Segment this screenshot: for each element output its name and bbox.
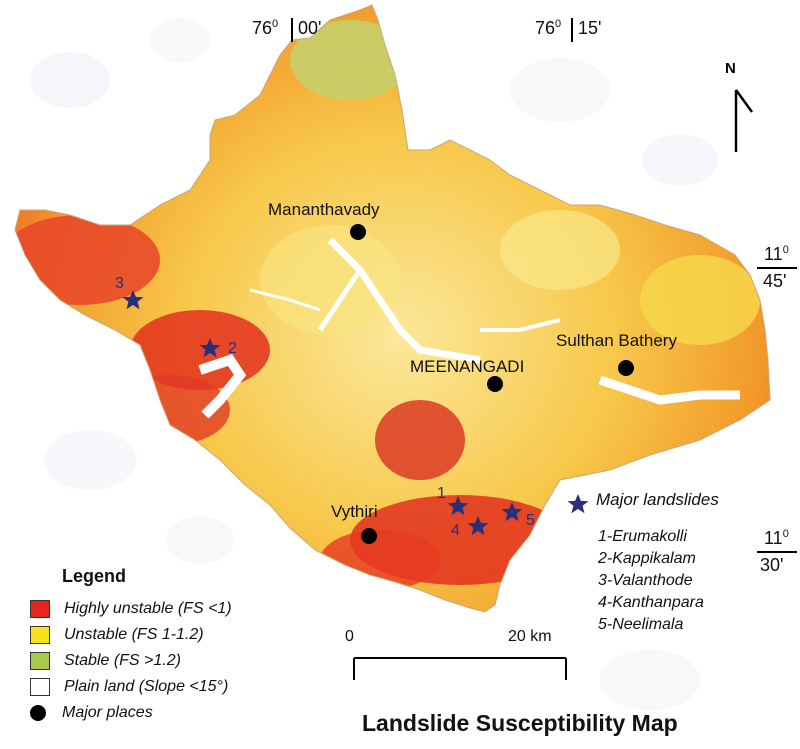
landslide-num-4: 4 xyxy=(451,522,460,539)
landslide-star-2 xyxy=(199,338,221,358)
north-label: N xyxy=(725,60,736,77)
lon-label-2-deg: 760 xyxy=(535,18,562,38)
lon-label-1-deg: 760 xyxy=(252,18,279,38)
place-dot-sulthan-bathery xyxy=(618,360,634,376)
legend-item-highly-unstable: Highly unstable (FS <1) xyxy=(30,598,232,620)
place-label-sulthan-bathery: Sulthan Bathery xyxy=(556,331,677,350)
legend-swatch xyxy=(30,600,50,618)
landslide-num-2: 2 xyxy=(228,340,237,357)
legend-swatch xyxy=(30,678,50,696)
place-dot-meenangadi xyxy=(487,376,503,392)
landslide-list-item: 2-Kappikalam xyxy=(598,550,696,567)
lat-label-1-deg: 110 xyxy=(764,244,789,264)
legend-label: Major places xyxy=(62,704,153,721)
landslide-list-item: 3-Valanthode xyxy=(598,572,693,589)
landslide-list-item: 1-Erumakolli xyxy=(598,528,687,545)
scale-start-label: 0 xyxy=(345,628,354,645)
landslide-list-item: 4-Kanthanpara xyxy=(598,594,704,611)
landslide-legend: Major landslides xyxy=(588,490,719,510)
legend-swatch xyxy=(30,652,50,670)
landslide-legend-label: Major landslides xyxy=(596,490,719,509)
landslide-star-4 xyxy=(467,516,489,536)
lat-label-1-min: 45' xyxy=(763,271,787,291)
place-label-mananthavady: Mananthavady xyxy=(268,200,380,219)
legend-label: Plain land (Slope <15°) xyxy=(64,678,229,695)
north-arrow-icon xyxy=(734,89,754,152)
legend-dot-icon xyxy=(30,705,46,721)
region-outline xyxy=(14,4,771,613)
scale-bar xyxy=(353,657,567,680)
legend-item-major-places: Major places xyxy=(30,702,153,724)
landslide-star-5 xyxy=(501,502,523,522)
legend-swatch xyxy=(30,626,50,644)
landslide-star-3 xyxy=(122,290,144,310)
landslide-num-5: 5 xyxy=(526,512,535,529)
landslide-list-item: 5-Neelimala xyxy=(598,616,684,633)
place-dot-vythiri xyxy=(361,528,377,544)
legend-item-stable: Stable (FS >1.2) xyxy=(30,650,181,672)
landslide-num-1: 1 xyxy=(437,485,446,502)
landslide-list: 1-Erumakolli 2-Kappikalam 3-Valanthode 4… xyxy=(598,526,704,636)
place-label-vythiri: Vythiri xyxy=(331,502,378,521)
landslide-legend-star-icon xyxy=(567,494,589,514)
scale-end-label: 20 km xyxy=(508,628,552,645)
legend-label: Highly unstable (FS <1) xyxy=(64,600,232,617)
background-texture xyxy=(30,18,718,710)
legend-item-plain-land: Plain land (Slope <15°) xyxy=(30,676,228,698)
place-label-meenangadi: MEENANGADI xyxy=(410,357,525,376)
lon-label-2-min: 15' xyxy=(578,18,602,38)
lat-label-2-deg: 110 xyxy=(764,528,789,548)
legend-title: Legend xyxy=(62,566,127,586)
lat-label-2-min: 30' xyxy=(760,555,784,575)
landslide-star-1 xyxy=(447,496,469,516)
legend-label: Stable (FS >1.2) xyxy=(64,652,181,669)
legend-label: Unstable (FS 1-1.2) xyxy=(64,626,204,643)
place-dot-mananthavady xyxy=(350,224,366,240)
landslide-num-3: 3 xyxy=(115,275,124,292)
map-title: Landslide Susceptibility Map xyxy=(362,710,678,736)
lon-label-1-min: 00' xyxy=(298,18,322,38)
legend-item-unstable: Unstable (FS 1-1.2) xyxy=(30,624,204,646)
